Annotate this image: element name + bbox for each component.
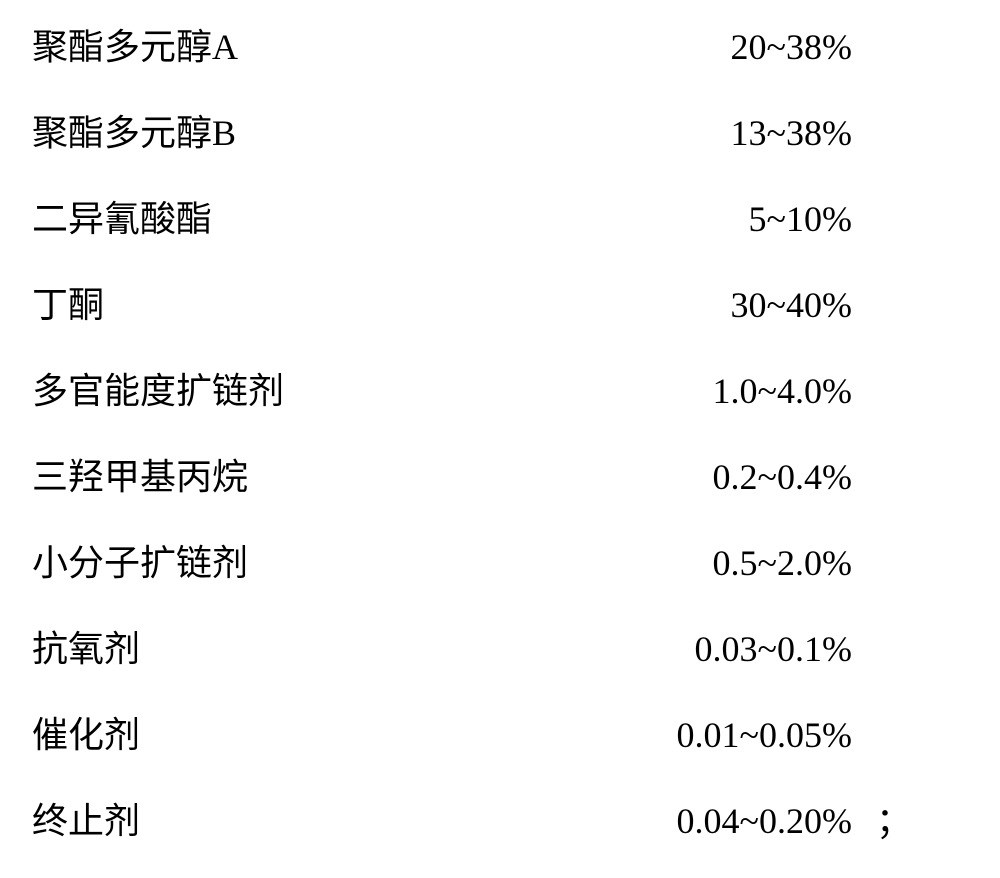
component-label: 多官能度扩链剂 — [32, 362, 532, 414]
component-value: 5~10% — [532, 198, 852, 240]
component-value: 20~38% — [532, 26, 852, 68]
table-row: 三羟甲基丙烷 0.2~0.4% — [32, 448, 1000, 534]
composition-table: 聚酯多元醇A 20~38% 聚酯多元醇B 13~38% 二异氰酸酯 5~10% … — [32, 18, 1000, 878]
component-label: 小分子扩链剂 — [32, 534, 532, 586]
table-row: 丁酮 30~40% — [32, 276, 1000, 362]
table-row: 聚酯多元醇B 13~38% — [32, 104, 1000, 190]
table-row: 小分子扩链剂 0.5~2.0% — [32, 534, 1000, 620]
component-value: 0.2~0.4% — [532, 456, 852, 498]
table-row: 催化剂 0.01~0.05% — [32, 706, 1000, 792]
component-value: 1.0~4.0% — [532, 370, 852, 412]
component-label: 终止剂 — [32, 792, 532, 844]
component-value: 0.04~0.20% — [532, 800, 852, 842]
component-label: 二异氰酸酯 — [32, 190, 532, 242]
component-label: 聚酯多元醇A — [32, 18, 532, 70]
component-label: 催化剂 — [32, 706, 532, 758]
component-value: 0.01~0.05% — [532, 714, 852, 756]
table-row: 聚酯多元醇A 20~38% — [32, 18, 1000, 104]
table-row: 抗氧剂 0.03~0.1% — [32, 620, 1000, 706]
component-label: 丁酮 — [32, 276, 532, 328]
table-row: 多官能度扩链剂 1.0~4.0% — [32, 362, 1000, 448]
row-trail: ； — [852, 792, 912, 844]
component-value: 30~40% — [532, 284, 852, 326]
component-label: 聚酯多元醇B — [32, 104, 532, 156]
component-value: 0.03~0.1% — [532, 628, 852, 670]
table-row: 终止剂 0.04~0.20% ； — [32, 792, 1000, 878]
component-value: 0.5~2.0% — [532, 542, 852, 584]
component-label: 抗氧剂 — [32, 620, 532, 672]
component-label: 三羟甲基丙烷 — [32, 448, 532, 500]
component-value: 13~38% — [532, 112, 852, 154]
table-row: 二异氰酸酯 5~10% — [32, 190, 1000, 276]
